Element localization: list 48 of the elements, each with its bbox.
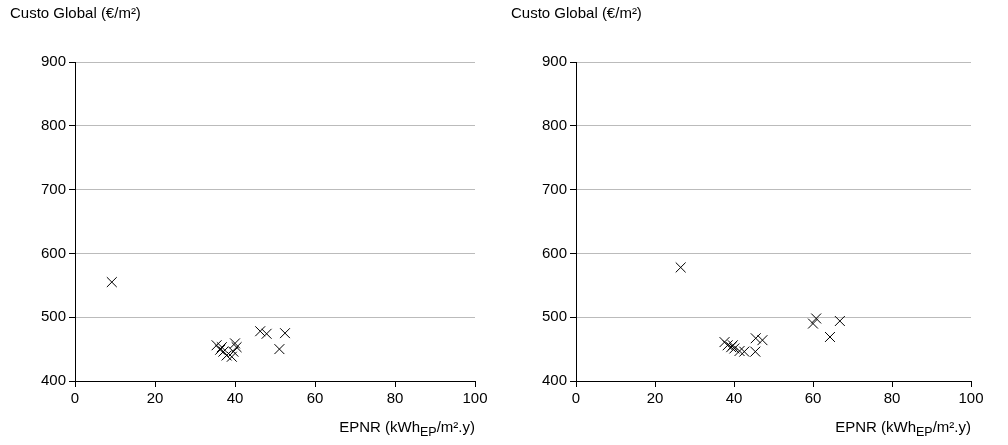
x-tick-label: 60 [804,389,822,407]
point [734,345,745,357]
x-tick-label: 0 [70,389,80,407]
x-tick-label: 40 [226,389,244,407]
point [106,276,118,288]
y-tick-label: 700 [541,179,567,197]
point [231,341,243,353]
y-tick-label: 500 [40,307,66,325]
x-tick-label: 60 [306,389,324,407]
point [738,346,750,358]
x-axis-title: EPNR (kWh$_{EP}$/m².y) [339,418,475,439]
y-tick-label: 400 [40,371,66,389]
x-tick-label: 0 [571,389,581,407]
x-tick-label: 40 [725,389,743,407]
x-tick-label: 80 [386,389,404,407]
point [824,331,836,343]
y-tick-label: 800 [541,115,567,133]
point [226,351,238,363]
point [279,327,291,339]
point [254,325,266,337]
x-tick-label: 100 [462,389,488,407]
point [810,313,822,324]
y-tick-label: 900 [40,52,66,70]
y-tick-label: 400 [541,371,567,389]
x-tick-label: 80 [883,389,901,407]
x-tick-label: 100 [958,389,984,407]
point [749,346,761,358]
x-tick-label: 20 [646,389,664,407]
y-tick-label: 600 [541,243,567,261]
y-tick-label: 700 [40,179,66,197]
y-axis-title: Custo Global (€/m²) [10,4,142,22]
x-axis-title: EPNR (kWh$_{EP}$/m².y) [835,418,971,439]
point [221,350,233,361]
y-tick-label: 600 [40,243,66,261]
point [261,328,273,340]
point [273,343,285,355]
y-tick-label: 900 [541,52,567,70]
point [834,315,846,327]
point [211,339,223,351]
y-tick-label: 500 [541,307,567,325]
point [750,332,762,344]
point [719,336,730,348]
point [807,318,819,330]
point [675,261,687,273]
point [756,334,768,346]
y-tick-label: 800 [40,115,66,133]
y-axis-title: Custo Global (€/m²) [511,4,643,22]
x-tick-label: 20 [146,389,164,407]
